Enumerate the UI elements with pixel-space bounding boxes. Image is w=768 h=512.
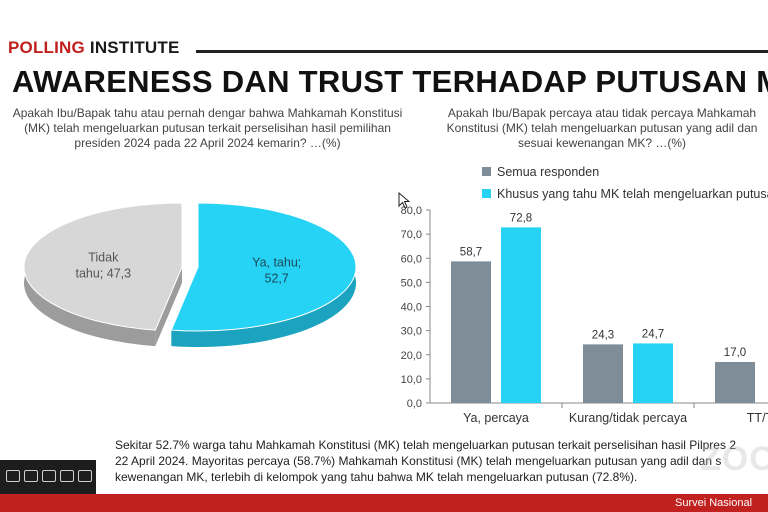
pie-slice-edge bbox=[155, 267, 182, 347]
y-tick-label: 30,0 bbox=[401, 326, 422, 338]
footer-text: Survei Nasional bbox=[675, 497, 753, 509]
bar-question: Apakah Ibu/Bapak percaya atau tidak perc… bbox=[446, 106, 758, 150]
pie-label: Ya, tahu; bbox=[252, 256, 301, 270]
bar-value-label: 58,7 bbox=[460, 246, 482, 258]
more-icon[interactable] bbox=[78, 470, 92, 482]
bar-semua-2 bbox=[715, 361, 755, 403]
summary-line-3: kewenangan MK, terlebih di kelompok yang… bbox=[115, 470, 638, 484]
share-icon[interactable] bbox=[42, 470, 56, 482]
legend-label-series-2: Khusus yang tahu MK telah mengeluarkan p… bbox=[497, 187, 768, 201]
summary-line-1: Sekitar 52.7% warga tahu Mahkamah Konsti… bbox=[115, 438, 736, 452]
legend-label-series-1: Semua responden bbox=[497, 165, 600, 179]
x-category-label: Kurang/tidak percaya bbox=[569, 411, 687, 425]
watermark: ZOO bbox=[700, 440, 768, 478]
footer-bar bbox=[0, 494, 768, 512]
header-divider bbox=[196, 50, 768, 53]
pie-slice-ya-tahu bbox=[170, 202, 357, 332]
legend-swatch-gray bbox=[482, 167, 491, 176]
page-title: AWARENESS DAN TRUST TERHADAP PUTUSAN MK bbox=[12, 64, 768, 99]
y-tick-label: 60,0 bbox=[401, 253, 422, 265]
bar-value-label: 24,7 bbox=[642, 328, 664, 340]
bar-khusus-1 bbox=[633, 343, 673, 403]
y-tick-label: 20,0 bbox=[401, 350, 422, 362]
bar-value-label: 72,8 bbox=[510, 212, 532, 224]
summary-line-2: 22 April 2024. Mayoritas percaya (58.7%)… bbox=[115, 454, 722, 468]
bar-value-label: 24,3 bbox=[592, 329, 614, 341]
bar-semua-0 bbox=[451, 261, 491, 403]
bar-semua-1 bbox=[583, 344, 623, 403]
participants-icon[interactable] bbox=[60, 470, 74, 482]
pie-slice-tidak-tahu bbox=[23, 202, 183, 331]
pie-chart: Ya, tahu; 52,7 Tidak tahu; 47,3 bbox=[23, 202, 357, 347]
summary-text: Sekitar 52.7% warga tahu Mahkamah Konsti… bbox=[115, 437, 765, 485]
x-category-label: Ya, percaya bbox=[463, 411, 529, 425]
meeting-toolbar bbox=[0, 460, 96, 494]
bar-khusus-0 bbox=[501, 227, 541, 403]
pie-value-label: tahu; 47,3 bbox=[75, 266, 131, 280]
x-category-label: TT/T bbox=[747, 411, 768, 425]
legend-item-series-1: Semua responden bbox=[482, 165, 599, 179]
legend-swatch-cyan bbox=[482, 189, 491, 198]
brand-part1: POLLING bbox=[8, 38, 85, 57]
pie-label: Tidak bbox=[88, 250, 119, 264]
y-tick-label: 50,0 bbox=[401, 277, 422, 289]
brand-part2: INSTITUTE bbox=[84, 38, 180, 57]
legend-item-series-2: Khusus yang tahu MK telah mengeluarkan p… bbox=[482, 187, 768, 201]
video-icon[interactable] bbox=[24, 470, 38, 482]
brand-logo-text: POLLING INSTITUTE bbox=[8, 38, 180, 58]
pie-slice-side bbox=[171, 203, 356, 347]
pie-question: Apakah Ibu/Bapak tahu atau pernah dengar… bbox=[12, 106, 403, 150]
bar-chart: 0,010,020,030,040,050,060,070,080,0Ya, p… bbox=[401, 205, 768, 425]
mouse-cursor-icon bbox=[398, 192, 410, 209]
y-tick-label: 10,0 bbox=[401, 374, 422, 386]
mic-icon[interactable] bbox=[6, 470, 20, 482]
bar-value-label: 17,0 bbox=[724, 347, 746, 359]
y-tick-label: 40,0 bbox=[401, 302, 422, 314]
pie-value-label: 52,7 bbox=[265, 272, 289, 286]
y-tick-label: 0,0 bbox=[407, 398, 422, 410]
y-tick-label: 70,0 bbox=[401, 229, 422, 241]
